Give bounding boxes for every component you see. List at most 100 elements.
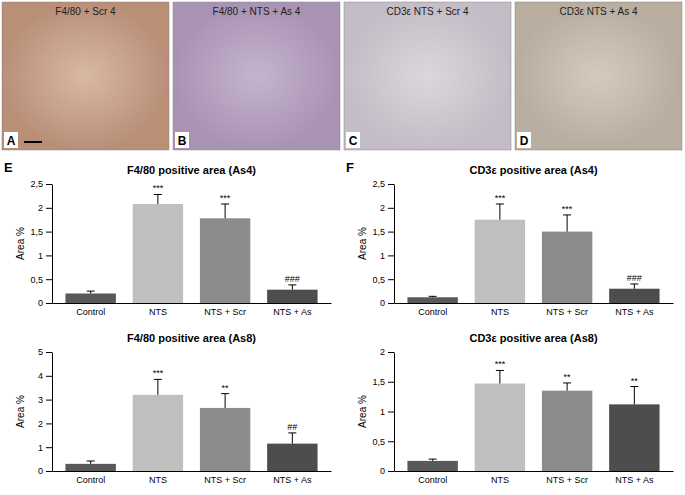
error-cap (288, 284, 296, 285)
y-axis-title: Area % (15, 395, 26, 428)
chart: F4/80 positive area (As8)012345ControlNT… (15, 332, 332, 485)
significance: *** (495, 359, 506, 369)
x-tick-label: NTS (149, 307, 167, 317)
significance: *** (495, 193, 506, 203)
y-tick-mark (388, 279, 394, 280)
y-tick: 2 (380, 203, 394, 213)
image-panel: F4/80 + NTS + As 4 B (173, 2, 340, 150)
error-bar (496, 204, 504, 220)
image-panel: CD3ε NTS + Scr 4C (344, 2, 511, 150)
x-axis: ControlNTSNTS + ScrNTS + As (395, 471, 674, 485)
bar (200, 408, 250, 471)
bar (475, 384, 525, 471)
error-cap (154, 194, 162, 195)
bar (200, 218, 250, 303)
error-line (499, 370, 500, 383)
y-tick-mark (388, 303, 394, 304)
scale-bar (24, 141, 42, 143)
y-axis-title: Area % (15, 227, 26, 260)
x-axis: ControlNTSNTS + ScrNTS + As (53, 303, 332, 317)
y-tick: 2,5 (30, 179, 52, 189)
x-tick: NTS + As (615, 471, 654, 485)
bar (475, 220, 525, 303)
y-tick-label: 0 (38, 466, 43, 476)
image-title: CD3ε NTS + As 4 (559, 6, 638, 17)
error-bar (154, 194, 162, 204)
x-axis: Control NTS NTS + Scr NTS + As (53, 471, 332, 485)
error-cap (563, 214, 571, 215)
y-tick-label: 1,5 (30, 227, 43, 237)
error-bar (288, 285, 296, 290)
error-line (157, 379, 158, 394)
y-tick-mark (46, 279, 52, 280)
y-tick-label: 2 (380, 203, 385, 213)
error-cap (429, 459, 437, 460)
error-bar (429, 296, 437, 298)
significance: ### (627, 273, 642, 283)
error-bar (496, 370, 504, 383)
bar (267, 444, 317, 471)
significance: ## (287, 422, 297, 432)
y-tick-label: 4 (38, 371, 43, 381)
y-tick-mark (388, 184, 394, 185)
y-tick: 5 (38, 347, 52, 357)
y-tick: 0,5 (372, 275, 394, 285)
y-tick-label: 0 (380, 466, 385, 476)
plot-area (65, 194, 317, 303)
image-title: F4/80 + NTS + As 4 (213, 6, 301, 17)
error-line (567, 215, 568, 232)
figure-label: F (346, 160, 354, 175)
error-bar (630, 284, 638, 289)
y-tick-mark (388, 412, 394, 413)
y-tick-label: 0 (38, 298, 43, 308)
x-tick: NTS (491, 471, 509, 485)
y-tick-mark (388, 255, 394, 256)
x-tick-label: Control (418, 475, 447, 485)
significance: *** (562, 204, 573, 214)
x-tick: Control (76, 471, 105, 485)
y-tick-label: 2 (38, 419, 43, 429)
x-tick: NTS (149, 471, 167, 485)
y-tick-mark (388, 471, 394, 472)
y-tick-label: 2 (38, 203, 43, 213)
significance: ** (564, 372, 572, 382)
image-label: C (349, 134, 358, 148)
y-tick-mark (46, 423, 52, 424)
y-axis: 00,511,522,5 (30, 179, 52, 308)
x-tick-label: Control (76, 307, 105, 317)
bar (133, 204, 183, 303)
error-bar (221, 394, 229, 408)
image-label: A (7, 134, 16, 148)
y-tick-mark (46, 232, 52, 233)
y-tick-label: 5 (38, 347, 43, 357)
figure-label: E (4, 160, 13, 175)
x-tick-label: NTS + Scr (204, 475, 246, 485)
y-tick-mark (46, 352, 52, 353)
image-label: B (178, 134, 187, 148)
error-line (567, 383, 568, 391)
y-tick: 3 (38, 395, 52, 405)
error-cap (496, 203, 504, 204)
y-tick-mark (46, 303, 52, 304)
image-area (344, 2, 511, 150)
image-label-box (4, 132, 18, 148)
image-panel: F4/80 + Scr 4 A (2, 2, 169, 150)
x-axis-line (53, 303, 332, 304)
x-tick: NTS + As (615, 303, 654, 317)
chart: CD3ε positive area (As4)00,511,522,5Cont… (357, 164, 674, 317)
error-cap (87, 291, 95, 292)
bar (65, 464, 115, 471)
image-area (173, 2, 340, 150)
y-tick: 1,5 (30, 227, 52, 237)
x-tick-label: Control (76, 475, 105, 485)
significance: ### (285, 274, 300, 284)
image-title: F4/80 + Scr 4 (55, 6, 116, 17)
y-tick: 1,5 (372, 377, 394, 387)
x-tick: NTS + As (273, 471, 312, 485)
y-tick: 0,5 (30, 275, 52, 285)
y-tick: 4 (38, 371, 52, 381)
y-tick-mark (388, 441, 394, 442)
plot-area (407, 204, 659, 303)
y-tick: 1,5 (372, 227, 394, 237)
y-axis-line (394, 185, 395, 304)
